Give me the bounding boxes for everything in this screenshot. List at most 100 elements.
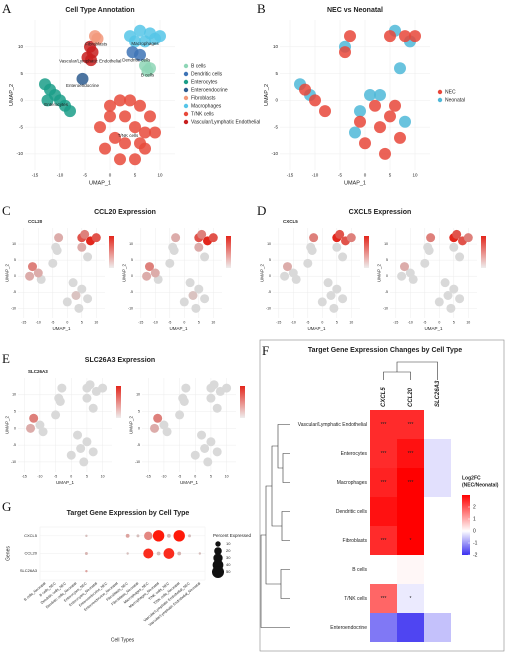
panel-letter: B — [257, 1, 266, 16]
size-legend-label: 40 — [226, 562, 231, 567]
panel-letter: D — [257, 203, 266, 218]
cell-cluster-point — [309, 94, 321, 107]
y-tick-label: 10 — [267, 242, 271, 246]
cell-point — [397, 271, 407, 281]
cell-point — [83, 294, 93, 304]
heatmap-cell — [370, 613, 397, 642]
cell-cluster-point — [369, 99, 381, 112]
chart-title: CCL20 Expression — [94, 209, 156, 216]
cell-point — [91, 233, 101, 243]
cell-cluster-point — [149, 32, 161, 45]
cell-point — [449, 242, 459, 252]
y-tick-label: CCL20 — [25, 551, 38, 556]
cell-point — [62, 297, 72, 307]
cell-point — [85, 380, 95, 390]
panel-letter: C — [2, 203, 11, 218]
legend-swatch — [183, 79, 189, 85]
cell-point — [209, 380, 219, 390]
x-axis-label: UMAP_1 — [424, 326, 443, 331]
cell-point — [440, 278, 450, 288]
heatmap-cell — [370, 497, 397, 526]
chart-title: NEC vs Neonatal — [327, 7, 383, 14]
cell-point — [434, 297, 444, 307]
cell-point — [82, 437, 92, 447]
y-tick-label: 5 — [20, 71, 23, 76]
x-axis-label: UMAP_1 — [307, 326, 326, 331]
cell-point — [338, 252, 348, 262]
cell-cluster-point — [76, 72, 89, 85]
cell-point — [280, 271, 290, 281]
cell-cluster-point — [134, 48, 146, 61]
column-label: CCL20 — [408, 387, 414, 407]
cell-point — [171, 233, 181, 243]
cell-cluster-point — [384, 110, 396, 123]
heatmap-cell — [370, 555, 397, 584]
panel-letter: E — [2, 351, 10, 366]
cell-point — [283, 262, 292, 272]
expression-dot — [84, 552, 88, 555]
cell-cluster-point — [64, 105, 76, 118]
cell-cluster-point — [319, 105, 331, 118]
cell-point — [212, 447, 222, 457]
row-label: Macrophages — [337, 480, 368, 486]
legend-label: T/NK cells — [191, 111, 214, 117]
size-legend-dot — [211, 565, 225, 579]
cell-cluster-point — [144, 110, 156, 123]
x-tick-label: -15 — [276, 320, 281, 324]
cell-cluster-point — [374, 89, 386, 101]
cell-point — [88, 447, 98, 457]
x-tick-label: -5 — [54, 474, 57, 478]
cell-point — [80, 229, 90, 239]
gene-label: CXCL5 — [283, 219, 298, 224]
x-tick-label: 10 — [94, 320, 98, 324]
legend-swatch — [183, 119, 189, 125]
legend-swatch — [183, 63, 189, 69]
cell-point — [153, 413, 163, 423]
y-tick-label: 5 — [14, 258, 16, 262]
cell-cluster-point — [91, 32, 104, 45]
x-tick-label: 10 — [157, 173, 163, 178]
cell-point — [317, 297, 327, 307]
cell-point — [338, 294, 348, 304]
cell-point — [332, 284, 342, 294]
x-tick-label: -10 — [153, 320, 158, 324]
cell-cluster-point — [379, 147, 391, 160]
x-tick-label: -5 — [168, 320, 171, 324]
cell-cluster-point — [394, 62, 406, 75]
heatmap-cell — [370, 410, 397, 439]
expression-dot — [125, 533, 130, 538]
heatmap-cell — [397, 584, 424, 613]
cell-point — [98, 383, 108, 393]
legend-label: B cells — [191, 63, 206, 69]
y-tick-label: -10 — [16, 151, 23, 156]
cell-cluster-point — [124, 94, 136, 107]
cell-point — [52, 246, 62, 255]
legend-swatch — [183, 103, 189, 109]
x-axis-label: UMAP_1 — [52, 326, 71, 331]
cell-point — [181, 383, 191, 393]
expression-dot — [144, 531, 153, 541]
y-tick-label: SLC26A3 — [20, 568, 38, 573]
x-tick-label: -15 — [21, 320, 26, 324]
row-label: Vascular/Lymphatic Endothelial — [298, 422, 367, 428]
cell-point — [28, 262, 37, 272]
column-label: CXCL5 — [381, 387, 387, 407]
y-tick-label: 5 — [386, 258, 388, 262]
cluster-label: Enteroendocrine — [66, 83, 100, 88]
x-tick-label: -15 — [22, 474, 27, 478]
cell-point — [452, 229, 462, 239]
y-tick-label: 10 — [129, 242, 133, 246]
cell-point — [68, 278, 78, 288]
column-label: SLC26A3 — [435, 380, 441, 407]
y-axis-label: UMAP_2 — [376, 264, 381, 283]
size-legend-label: 30 — [226, 555, 231, 560]
significance: *** — [408, 422, 414, 428]
cell-point — [66, 450, 76, 460]
heatmap-cell — [397, 410, 424, 439]
cell-point — [83, 252, 93, 262]
cell-cluster-point — [41, 94, 54, 107]
cell-point — [25, 271, 35, 281]
expression-dot — [85, 569, 88, 573]
y-tick-label: -10 — [11, 460, 16, 464]
heatmap-cell — [397, 613, 424, 642]
